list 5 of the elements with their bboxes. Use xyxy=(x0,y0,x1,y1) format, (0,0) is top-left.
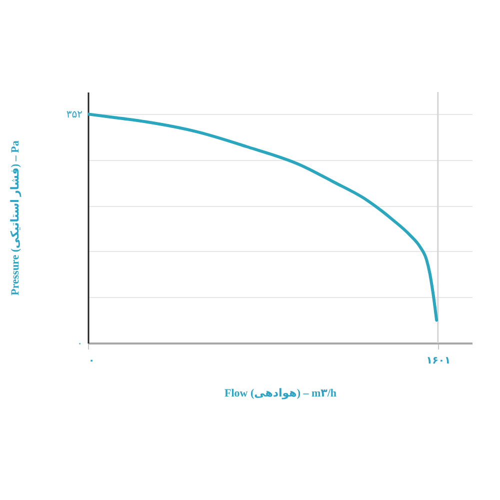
x-axis-title: Flow (هوادهی) – m۳/h xyxy=(224,388,337,400)
y-tick-label: ۳۵۲ xyxy=(66,110,82,121)
y-axis-title: Pressure (فشار استاتیکی) – Pa xyxy=(9,140,22,296)
line-series xyxy=(88,112,438,322)
x-tick-label: ۱۶۰۱ xyxy=(426,356,451,366)
